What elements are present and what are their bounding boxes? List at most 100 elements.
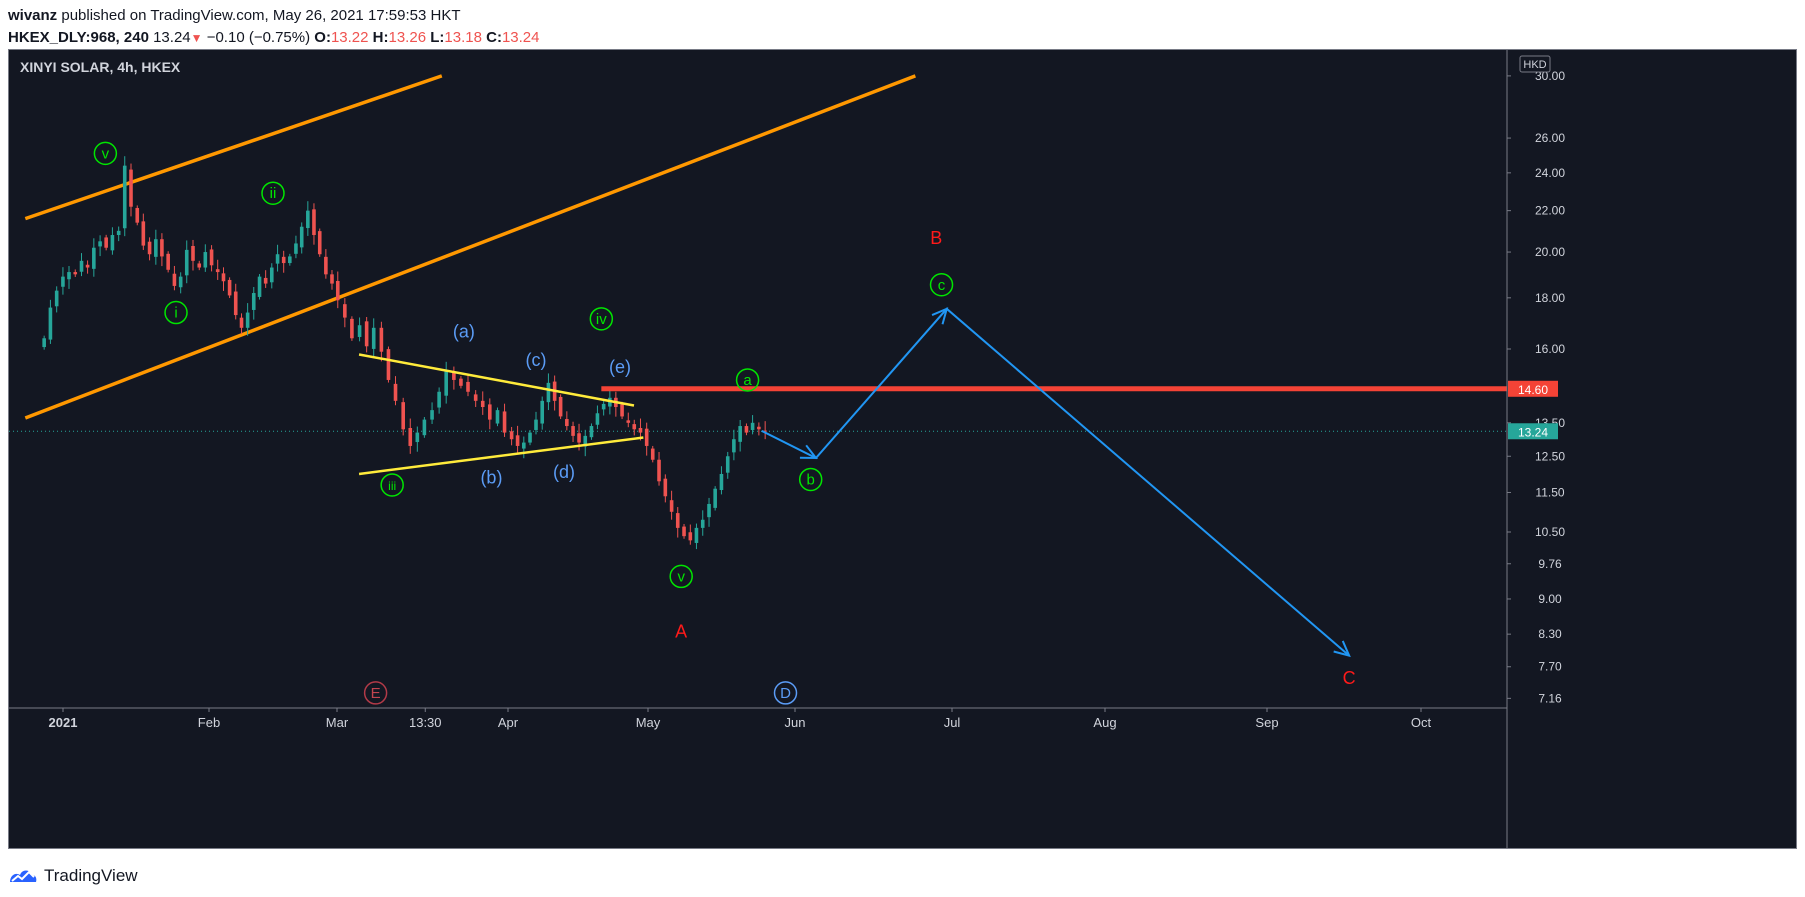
price-change: −0.10 (−0.75%) bbox=[206, 29, 311, 46]
candle bbox=[98, 235, 102, 257]
candle bbox=[515, 425, 520, 454]
y-tick-label: 11.50 bbox=[1535, 485, 1564, 499]
open-value: 13.22 bbox=[330, 29, 369, 46]
last-price: 13.24 bbox=[153, 29, 191, 46]
candle bbox=[154, 229, 158, 265]
wave-label-text: (a) bbox=[453, 322, 475, 342]
chart-area[interactable]: XINYI SOLAR, 4h, HKEX v i ii iii iv v a b c (a) (b… bbox=[8, 49, 1797, 849]
close-label: C: bbox=[486, 29, 502, 46]
tradingview-logo-icon[interactable] bbox=[8, 866, 38, 886]
candle bbox=[473, 390, 478, 407]
candle bbox=[306, 201, 310, 236]
y-tick-label: 10.50 bbox=[1535, 525, 1565, 539]
candle bbox=[725, 451, 730, 479]
candle bbox=[589, 423, 594, 440]
x-tick-label: Sep bbox=[1255, 715, 1278, 730]
candle bbox=[650, 445, 655, 463]
wave-label-text: v bbox=[102, 145, 110, 162]
candle bbox=[73, 269, 78, 277]
projection-arrowhead bbox=[931, 307, 949, 325]
down-arrow-icon: ▼ bbox=[190, 31, 203, 45]
candle bbox=[452, 366, 456, 390]
triangle-upper-line bbox=[358, 353, 635, 407]
low-value: 13.18 bbox=[444, 29, 482, 46]
currency-label: HKD bbox=[1523, 59, 1546, 71]
candle bbox=[583, 429, 588, 457]
candle bbox=[502, 403, 507, 437]
candle bbox=[215, 259, 220, 280]
wave-label: b bbox=[798, 467, 823, 492]
price-chart[interactable]: XINYI SOLAR, 4h, HKEX viiiiiiivvabc(a)(b… bbox=[9, 50, 1797, 849]
candle bbox=[263, 270, 268, 288]
candle bbox=[239, 313, 244, 334]
candle bbox=[324, 249, 328, 279]
candle bbox=[48, 299, 53, 344]
author-name[interactable]: wivanz bbox=[8, 7, 58, 24]
wave-label-text: B bbox=[930, 228, 942, 248]
candle bbox=[141, 213, 146, 250]
candle bbox=[317, 228, 322, 257]
candle bbox=[534, 411, 538, 435]
candle bbox=[227, 277, 232, 299]
candle bbox=[757, 422, 761, 436]
candle bbox=[110, 227, 115, 255]
wave-label: E bbox=[363, 681, 388, 705]
published-text: published on TradingView.com, May 26, 20… bbox=[61, 7, 461, 24]
channel-lower-line bbox=[24, 74, 916, 420]
y-tick-label: 20.00 bbox=[1535, 245, 1565, 259]
wave-label: A bbox=[675, 622, 687, 642]
candle bbox=[495, 407, 500, 427]
candle bbox=[294, 235, 298, 259]
candle bbox=[558, 394, 563, 420]
candle bbox=[657, 451, 661, 486]
wave-label-text: iv bbox=[596, 311, 607, 328]
wave-label-text: iii bbox=[388, 479, 396, 493]
candle bbox=[688, 524, 693, 545]
wave-label-text: (c) bbox=[526, 350, 547, 370]
candle bbox=[732, 429, 736, 461]
candle bbox=[257, 274, 262, 300]
open-label: O: bbox=[314, 29, 331, 46]
wave-label: B bbox=[930, 228, 942, 248]
x-tick-label: Mar bbox=[326, 715, 349, 730]
candle bbox=[401, 397, 405, 436]
price-badge-label: 13.24 bbox=[1518, 425, 1548, 439]
candle bbox=[54, 286, 59, 313]
wave-label-text: i bbox=[174, 305, 177, 322]
x-tick-label: Oct bbox=[1411, 715, 1432, 730]
wave-label: C bbox=[1343, 668, 1356, 688]
wave-label-text: b bbox=[807, 471, 815, 488]
tradingview-brand[interactable]: TradingView bbox=[44, 866, 138, 885]
x-tick-label: Feb bbox=[198, 715, 220, 730]
wave-label: iv bbox=[589, 307, 614, 331]
candle bbox=[343, 298, 347, 328]
candle bbox=[178, 272, 183, 294]
y-tick-label: 18.00 bbox=[1535, 291, 1565, 305]
candle bbox=[203, 244, 208, 272]
candle bbox=[172, 265, 177, 291]
candle bbox=[614, 391, 618, 417]
close-value: 13.24 bbox=[501, 29, 540, 46]
wave-label: D bbox=[773, 681, 798, 705]
candle bbox=[129, 163, 133, 217]
y-tick-label: 24.00 bbox=[1535, 166, 1565, 180]
candle bbox=[233, 283, 238, 320]
x-tick-label: 2021 bbox=[49, 715, 78, 730]
wave-label: (c) bbox=[526, 350, 547, 370]
wave-label-text: ii bbox=[270, 185, 277, 202]
ohlc-legend: HKEX_DLY:968, 240 13.24▼ −0.10 (−0.75%) … bbox=[8, 29, 539, 46]
chart-title: XINYI SOLAR, 4h, HKEX bbox=[20, 59, 181, 75]
wave-label: i bbox=[164, 300, 188, 325]
candle bbox=[601, 399, 606, 416]
low-label: L: bbox=[430, 29, 445, 46]
candle bbox=[430, 402, 434, 424]
candle bbox=[528, 429, 532, 446]
candle bbox=[466, 374, 470, 397]
candle bbox=[700, 510, 705, 536]
wave-label: (b) bbox=[480, 468, 502, 488]
wave-label: (d) bbox=[553, 462, 575, 482]
candle bbox=[79, 253, 84, 277]
candle bbox=[85, 260, 90, 274]
candle bbox=[364, 317, 369, 353]
